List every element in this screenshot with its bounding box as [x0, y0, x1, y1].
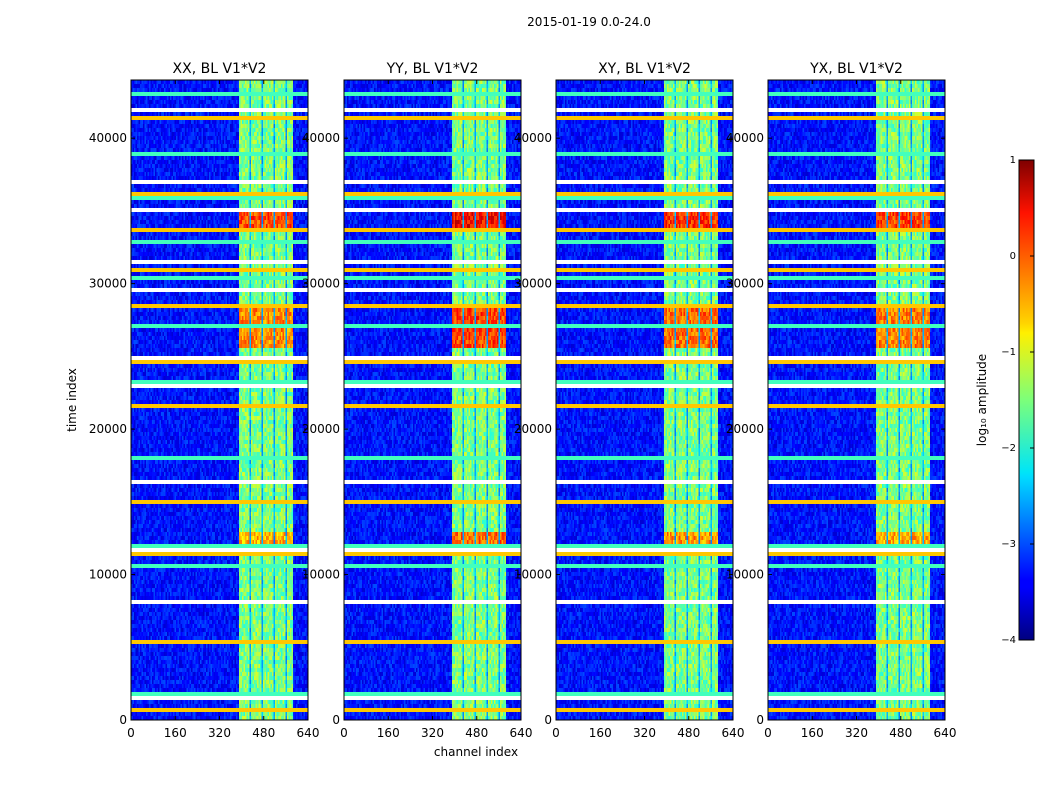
x-tick-label: 640	[297, 726, 320, 740]
colorbar-tick-label: −4	[1001, 635, 1016, 646]
y-tick-label: 40000	[514, 131, 552, 145]
panel-heatmap-image	[131, 80, 308, 720]
y-tick-label: 0	[544, 713, 552, 727]
x-tick-label: 320	[845, 726, 868, 740]
x-tick-label: 160	[589, 726, 612, 740]
colorbar-gradient	[1018, 159, 1035, 641]
panel-title: YY, BL V1*V2	[386, 61, 479, 77]
y-tick-label: 20000	[302, 422, 340, 436]
colorbar-label: log₁₀ amplitude	[975, 354, 989, 446]
y-axis-label: time index	[65, 368, 79, 432]
y-tick-label: 40000	[89, 131, 127, 145]
x-tick-label: 640	[510, 726, 533, 740]
panel-3: XY, BL V1*V2 0 160 320 480 640 0 10000 20000 3000…	[514, 61, 745, 740]
y-tick-label: 20000	[89, 422, 127, 436]
x-tick-label: 320	[421, 726, 444, 740]
panel-4: YX, BL V1*V2 0 160 320 480 640 0 10000 20000 3000…	[726, 61, 957, 740]
y-tick-label: 10000	[89, 568, 127, 582]
panel-title: YX, BL V1*V2	[809, 61, 903, 77]
y-tick-label: 0	[119, 713, 127, 727]
x-tick-label: 160	[377, 726, 400, 740]
colorbar-tick-label: 1	[1010, 155, 1016, 166]
x-tick-label: 160	[164, 726, 187, 740]
x-tick-label: 320	[208, 726, 231, 740]
panel-heatmap-image	[556, 80, 733, 720]
x-tick-label: 640	[934, 726, 957, 740]
x-tick-label: 480	[889, 726, 912, 740]
colorbar-tick-label: −2	[1001, 443, 1016, 454]
y-tick-label: 10000	[514, 568, 552, 582]
y-tick-label: 20000	[514, 422, 552, 436]
colorbar-ticks: 1 0 −1 −2 −3 −4	[1001, 155, 1034, 646]
panels: XX, BL V1*V2 0 160 320 480 640 0 10000 20000 3000…	[89, 61, 957, 740]
panel-1: XX, BL V1*V2 0 160 320 480 640 0 10000 20000 3000…	[89, 61, 320, 740]
y-tick-label: 30000	[514, 277, 552, 291]
y-tick-label: 0	[332, 713, 340, 727]
panel-title: XY, BL V1*V2	[598, 61, 691, 77]
y-tick-label: 30000	[726, 277, 764, 291]
x-tick-label: 320	[633, 726, 656, 740]
x-tick-label: 0	[764, 726, 772, 740]
x-axis-label: channel index	[434, 745, 518, 759]
x-tick-label: 0	[340, 726, 348, 740]
y-tick-label: 10000	[302, 568, 340, 582]
x-tick-label: 480	[677, 726, 700, 740]
x-tick-label: 0	[127, 726, 135, 740]
y-tick-label: 30000	[302, 277, 340, 291]
y-tick-label: 20000	[726, 422, 764, 436]
x-tick-label: 160	[801, 726, 824, 740]
panel-heatmap-image	[768, 80, 945, 720]
panel-2: YY, BL V1*V2 0 160 320 480 640 0 10000 20000 3000…	[302, 61, 533, 740]
x-tick-label: 480	[252, 726, 275, 740]
x-tick-label: 640	[722, 726, 745, 740]
panel-title: XX, BL V1*V2	[173, 61, 267, 77]
colorbar-tick-label: −1	[1001, 347, 1016, 358]
y-tick-label: 30000	[89, 277, 127, 291]
colorbar-tick-label: −3	[1001, 539, 1016, 550]
y-tick-label: 10000	[726, 568, 764, 582]
colorbar: 1 0 −1 −2 −3 −4 log₁₀ amplitude	[975, 155, 1035, 646]
y-tick-label: 40000	[726, 131, 764, 145]
colorbar-tick-label: 0	[1010, 251, 1016, 262]
x-tick-label: 0	[552, 726, 560, 740]
y-tick-label: 0	[756, 713, 764, 727]
figure-suptitle: 2015-01-19 0.0-24.0	[527, 15, 651, 29]
y-tick-label: 40000	[302, 131, 340, 145]
x-tick-label: 480	[465, 726, 488, 740]
panel-heatmap-image	[344, 80, 521, 720]
